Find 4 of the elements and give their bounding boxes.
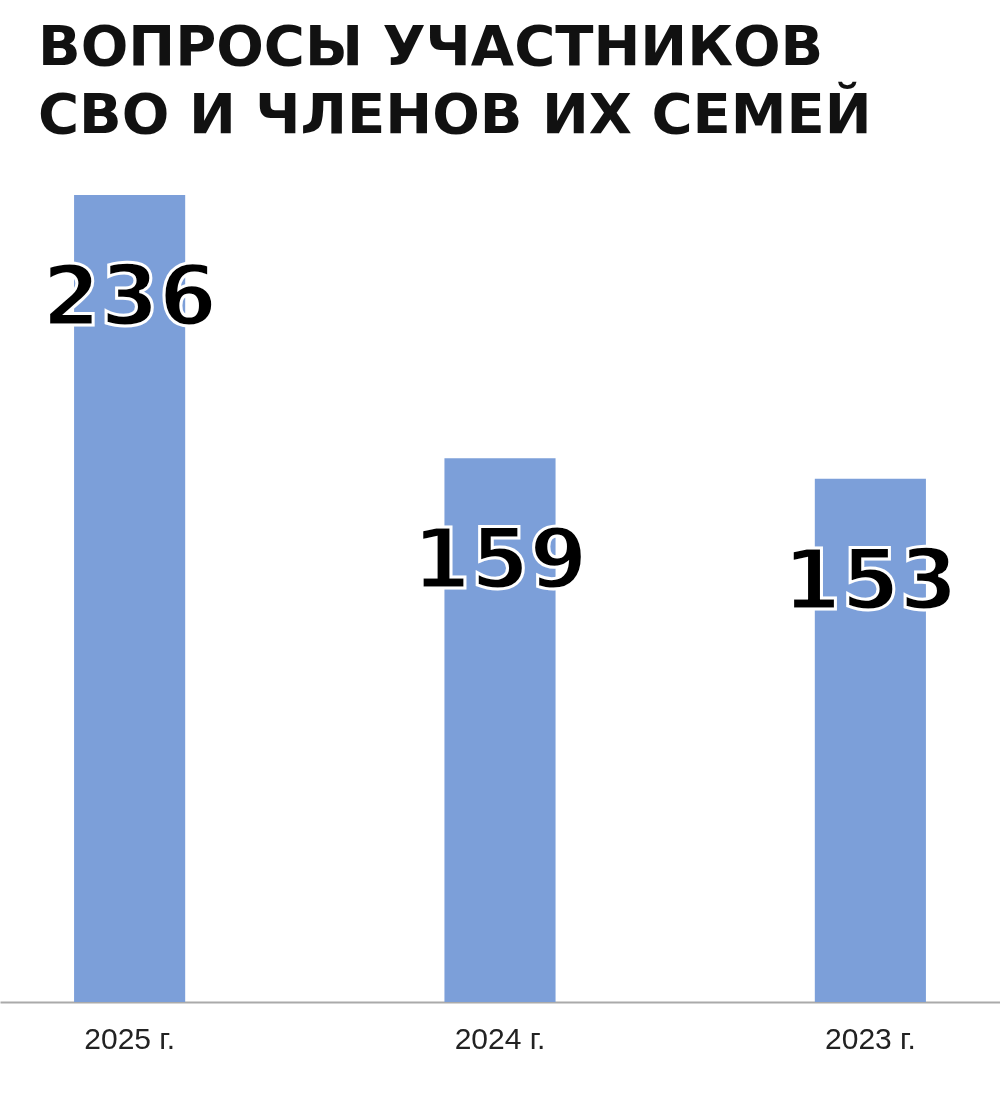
x-tick-label: 2025 г. [84,1021,175,1055]
chart-title: ВОПРОСЫ УЧАСТНИКОВ СВО И ЧЛЕНОВ ИХ СЕМЕЙ [38,13,872,146]
x-tick-label: 2023 г. [825,1021,916,1055]
x-tick-label: 2024 г. [454,1021,546,1055]
